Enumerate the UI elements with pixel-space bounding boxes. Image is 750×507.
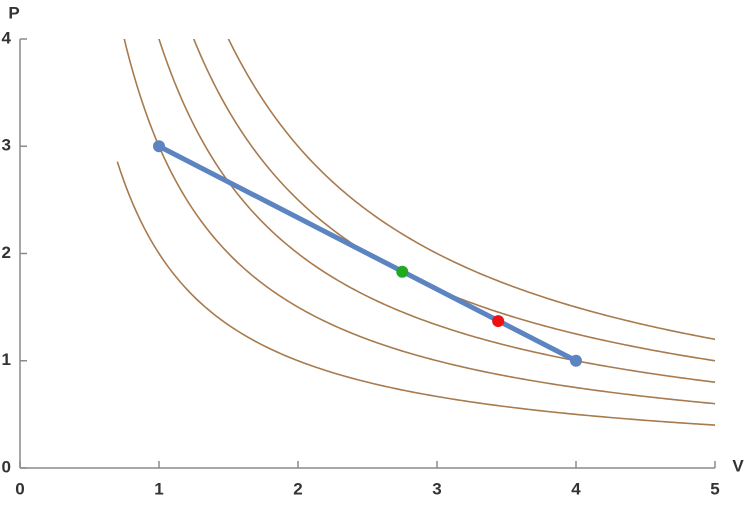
x-tick-label: 2	[293, 479, 302, 498]
process-line	[156, 143, 579, 364]
x-tick-label: 5	[710, 479, 719, 498]
x-axis-label: V	[732, 456, 744, 475]
x-tick-label: 3	[432, 479, 441, 498]
y-tick-label: 1	[2, 350, 11, 369]
state-point	[492, 315, 505, 328]
y-tick-label: 0	[2, 457, 11, 476]
y-axis-label: P	[8, 3, 19, 22]
endpoint	[570, 354, 582, 367]
isotherm	[123, 39, 716, 405]
x-tick-label: 0	[15, 479, 24, 498]
x-tick-label: 1	[154, 479, 163, 498]
y-tick-label: 4	[2, 28, 12, 47]
state-point	[396, 265, 409, 278]
x-tick-label: 4	[571, 479, 581, 498]
y-tick-label: 2	[2, 243, 11, 262]
isotherm	[116, 161, 716, 426]
y-tick-label: 3	[2, 136, 11, 155]
isotherm	[227, 39, 716, 341]
isotherm	[192, 39, 716, 362]
isotherm	[158, 39, 716, 383]
endpoint	[153, 140, 165, 153]
